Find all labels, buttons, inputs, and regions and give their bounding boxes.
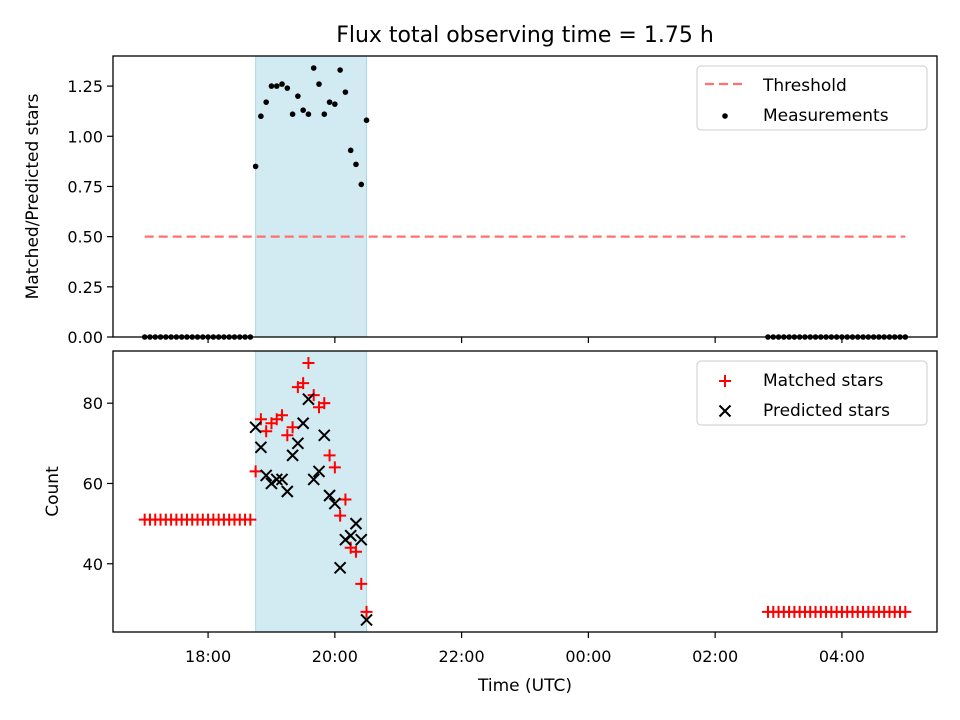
- measurement-point: [332, 101, 338, 107]
- matched-star-point: [260, 425, 273, 438]
- measurement-point: [300, 107, 306, 113]
- matched-star-point: [297, 377, 310, 390]
- y-tick-label: 1.25: [67, 77, 103, 96]
- legend-label: Matched stars: [763, 371, 883, 391]
- y-tick-label: 0.00: [67, 328, 103, 347]
- predicted-star-point: [249, 421, 262, 434]
- observing-window-shade: [255, 55, 368, 338]
- predicted-star-point: [328, 497, 342, 510]
- predicted-star-point: [307, 473, 320, 486]
- predicted-star-point: [296, 417, 310, 430]
- matched-star-point: [244, 513, 257, 526]
- y-tick-label: 0.25: [67, 278, 103, 297]
- predicted-star-point: [312, 465, 326, 478]
- ratio-legend: Threshold Measurements: [696, 65, 928, 131]
- count-panel: 40 60 80 18:00 20:00 22:00 00:00 02:00 04:00 Cou…: [43, 350, 938, 666]
- x-axis-label: Time (UTC): [477, 676, 572, 696]
- predicted-star-point: [349, 517, 363, 530]
- matched-star-point: [249, 465, 262, 478]
- predicted-star-point: [333, 561, 347, 574]
- x-tick-label: 20:00: [312, 647, 358, 666]
- legend-matched-swatch: [719, 375, 731, 387]
- x-tick-label: 22:00: [439, 647, 485, 666]
- x-tick-label: 02:00: [692, 647, 738, 666]
- y-tick-label: 40: [83, 555, 103, 574]
- predicted-star-point: [318, 429, 331, 442]
- measurement-point: [363, 117, 370, 124]
- count-panel-frame: [112, 350, 938, 633]
- legend-box: [696, 360, 928, 426]
- y-tick-label: 0.75: [67, 177, 103, 196]
- predicted-star-point: [281, 485, 294, 498]
- y-tick-label: 80: [83, 394, 103, 413]
- matched-star-point: [286, 421, 299, 434]
- measurement-point: [289, 111, 296, 118]
- predicted-star-point: [291, 437, 305, 450]
- matched-star-point: [349, 545, 362, 558]
- predicted-star-point: [286, 449, 299, 462]
- ratio-panel: 0.00 0.25 0.50 0.75 1.00 1.25 Matched/Predict…: [23, 55, 938, 347]
- predicted-star-point: [259, 469, 273, 482]
- x-tick-label: 18:00: [185, 647, 231, 666]
- matched-star-point: [323, 449, 336, 462]
- matched-star-point: [334, 509, 347, 522]
- legend-measurement-swatch: [722, 113, 728, 119]
- matched-star-point: [302, 357, 315, 370]
- measurement-point: [263, 99, 269, 105]
- legend-box: [696, 65, 928, 131]
- count-y-axis-label: Count: [43, 466, 63, 517]
- predicted-star-point: [302, 392, 315, 406]
- predicted-star-point: [254, 441, 268, 454]
- legend-label: Threshold: [762, 76, 847, 96]
- predicted-star-point: [323, 489, 336, 502]
- predicted-star-point: [344, 529, 357, 542]
- matched-star-point: [355, 577, 368, 590]
- matched-star-point: [318, 397, 331, 410]
- x-tick-label: 04:00: [819, 647, 865, 666]
- measurement-point: [305, 111, 312, 118]
- legend-label: Measurements: [763, 106, 889, 126]
- legend-label: Predicted stars: [763, 401, 890, 421]
- matched-star-point: [339, 493, 352, 506]
- measurement-point: [295, 93, 301, 99]
- measurement-point: [326, 99, 333, 105]
- measurement-point: [358, 181, 365, 188]
- measurement-point: [347, 147, 354, 154]
- measurement-point: [353, 161, 359, 168]
- ratio-y-axis-label: Matched/Predicted stars: [23, 93, 43, 299]
- matched-star-point: [899, 605, 912, 618]
- chart-title: Flux total observing time = 1.75 h: [336, 23, 714, 48]
- observing-window-shade: [255, 350, 368, 633]
- count-legend: Matched stars Predicted stars: [696, 360, 928, 426]
- matched-star-point: [360, 605, 373, 618]
- measurement-point: [310, 65, 317, 71]
- y-tick-label: 1.00: [67, 127, 103, 146]
- matched-star-point: [328, 461, 341, 474]
- predicted-star-point: [275, 473, 289, 486]
- measurement-point: [284, 85, 291, 91]
- matched-star-point: [276, 409, 289, 422]
- x-tick-label: 00:00: [565, 647, 611, 666]
- measurement-point: [321, 111, 328, 118]
- measurement-point: [279, 81, 285, 87]
- measurement-point: [252, 163, 259, 170]
- predicted-star-point: [360, 613, 373, 627]
- measurement-point: [268, 83, 275, 89]
- measurement-point: [342, 89, 349, 95]
- y-tick-label: 60: [83, 474, 103, 493]
- ratio-panel-frame: [112, 55, 938, 338]
- predicted-star-point: [355, 533, 368, 546]
- predicted-star-point: [270, 473, 283, 486]
- matched-star-point: [281, 429, 294, 442]
- measurement-point: [337, 67, 343, 73]
- measurement-point: [316, 81, 322, 87]
- measurement-point: [258, 113, 264, 120]
- measurement-point: [273, 83, 280, 89]
- y-tick-label: 0.50: [67, 228, 103, 247]
- legend-predicted-swatch: [718, 404, 732, 418]
